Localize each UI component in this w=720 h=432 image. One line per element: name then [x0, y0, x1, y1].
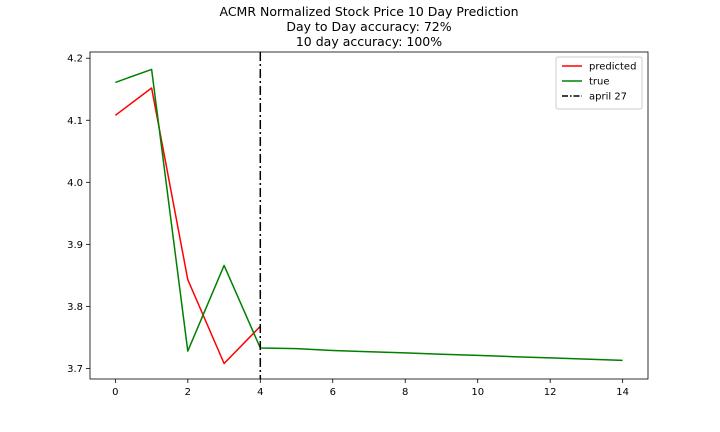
- series-line-true: [115, 68, 623, 362]
- x-tick-label-10: 10: [471, 387, 484, 398]
- plot-frame: [89, 51, 649, 380]
- x-tick-label-0: 0: [112, 387, 118, 398]
- x-tick-label-2: 2: [185, 387, 191, 398]
- x-tick-label-6: 6: [330, 387, 336, 398]
- chart-title-line-2: Day to Day accuracy: 72%: [286, 19, 451, 34]
- y-tick-label-4: 4.1: [67, 116, 83, 127]
- chart-title-line-1: ACMR Normalized Stock Price 10 Day Predi…: [219, 4, 518, 19]
- x-tick-label-14: 14: [616, 387, 629, 398]
- x-tick-label-4: 4: [257, 387, 263, 398]
- chart-title-line-3: 10 day accuracy: 100%: [296, 34, 442, 49]
- legend-label-1: true: [589, 77, 610, 88]
- x-tick-label-8: 8: [402, 387, 408, 398]
- series-line-predicted: [114, 87, 261, 365]
- x-tick-label-12: 12: [544, 387, 557, 398]
- legend-label-2: april 27: [589, 92, 627, 103]
- legend-label-0: predicted: [589, 62, 636, 73]
- y-tick-label-0: 3.7: [67, 364, 83, 375]
- y-tick-label-2: 3.9: [67, 240, 83, 251]
- y-tick-label-3: 4.0: [67, 178, 83, 189]
- y-tick-label-5: 4.2: [67, 54, 83, 65]
- y-tick-label-1: 3.8: [67, 302, 83, 313]
